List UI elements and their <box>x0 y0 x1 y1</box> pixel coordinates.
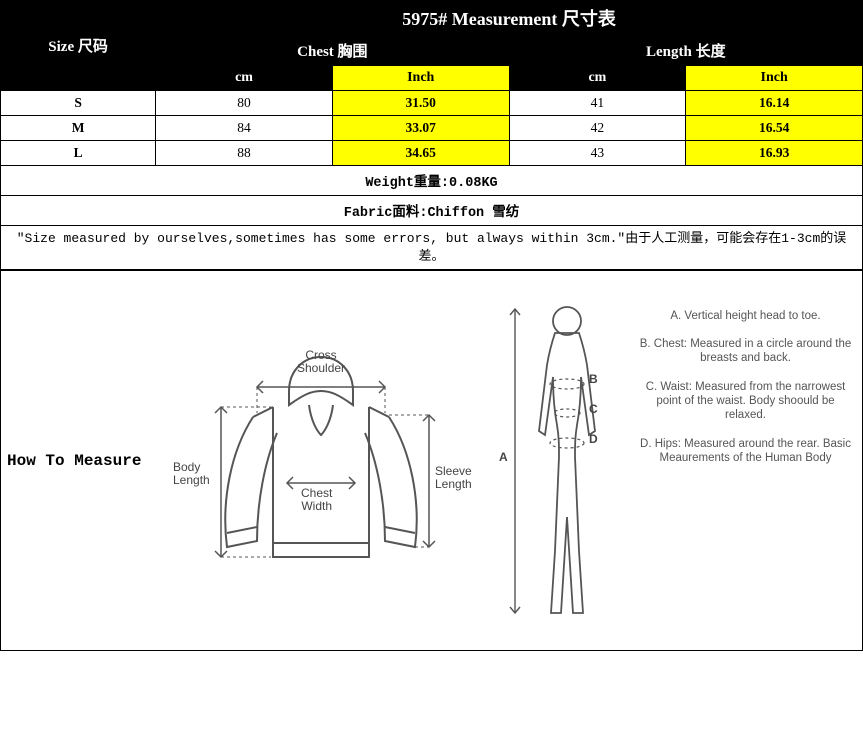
size-l: L <box>1 141 156 166</box>
label-chest-width: ChestWidth <box>301 487 332 513</box>
label-sleeve-length: SleeveLength <box>435 465 472 491</box>
cell: 31.50 <box>332 91 509 116</box>
table-row: L 88 34.65 43 16.93 <box>1 141 863 166</box>
cell: 80 <box>156 91 333 116</box>
cell: 84 <box>156 116 333 141</box>
unit-length-inch: Inch <box>686 66 863 91</box>
unit-chest-inch: Inch <box>332 66 509 91</box>
note-b: B. Chest: Measured in a circle around th… <box>637 337 854 366</box>
fabric-line: Fabric面料:Chiffon 雪纺 <box>1 196 863 226</box>
size-header: Size 尺码 <box>1 1 156 91</box>
size-m: M <box>1 116 156 141</box>
note-c: C. Waist: Measured from the narrowest po… <box>637 380 854 423</box>
group-chest: Chest 胸围 <box>156 36 509 66</box>
group-length: Length 长度 <box>509 36 862 66</box>
note-d: D. Hips: Measured around the rear. Basic… <box>637 437 854 466</box>
how-to-measure-section: How To Measure <box>1 270 862 650</box>
letter-a: A <box>499 451 508 464</box>
howto-label: How To Measure <box>1 452 161 470</box>
cell: 42 <box>509 116 686 141</box>
label-cross-shoulder: CrossShoulder <box>297 349 345 375</box>
table-row: S 80 31.50 41 16.14 <box>1 91 863 116</box>
cell: 16.93 <box>686 141 863 166</box>
unit-chest-cm: cm <box>156 66 333 91</box>
cell: 34.65 <box>332 141 509 166</box>
letter-d: D <box>589 433 598 446</box>
size-s: S <box>1 91 156 116</box>
body-notes: A. Vertical height head to toe. B. Chest… <box>631 291 862 631</box>
cell: 16.14 <box>686 91 863 116</box>
disclaimer-line: "Size measured by ourselves,sometimes ha… <box>1 226 863 270</box>
unit-length-cm: cm <box>509 66 686 91</box>
letter-c: C <box>589 403 598 416</box>
cell: 41 <box>509 91 686 116</box>
cell: 16.54 <box>686 116 863 141</box>
table-row: M 84 33.07 42 16.54 <box>1 116 863 141</box>
table-title: 5975# Measurement 尺寸表 <box>156 1 863 36</box>
cell: 43 <box>509 141 686 166</box>
cell: 33.07 <box>332 116 509 141</box>
shirt-diagram: CrossShoulder BodyLength ChestWidth Slee… <box>161 311 481 611</box>
measurement-table: Size 尺码 5975# Measurement 尺寸表 Chest 胸围 L… <box>0 0 863 651</box>
note-a: A. Vertical height head to toe. <box>637 309 854 323</box>
label-body-length: BodyLength <box>173 461 210 487</box>
body-diagram: A B C D A. Vertical height head to toe. … <box>481 291 862 631</box>
weight-line: Weight重量:0.08KG <box>1 166 863 196</box>
cell: 88 <box>156 141 333 166</box>
letter-b: B <box>589 373 598 386</box>
